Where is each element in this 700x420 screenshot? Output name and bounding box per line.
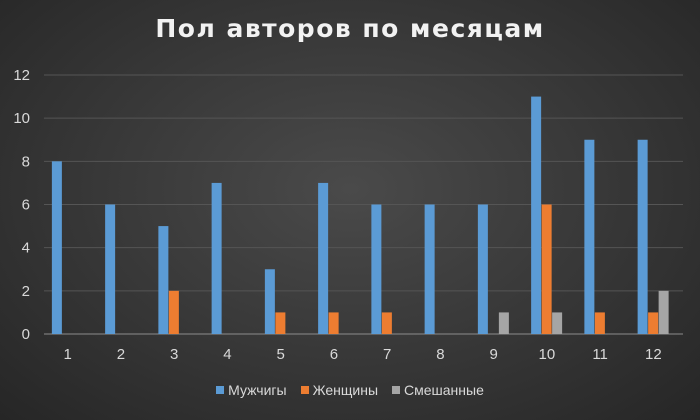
- bar-male: [318, 182, 329, 334]
- bar-male: [637, 139, 648, 334]
- bar-female: [168, 290, 179, 334]
- legend-swatch: [300, 386, 309, 394]
- legend-swatch: [392, 386, 400, 394]
- y-tick-label: 8: [22, 153, 30, 170]
- y-tick-label: 10: [13, 110, 30, 127]
- bar-male: [211, 182, 222, 334]
- legend-item: Смешанные: [392, 382, 484, 398]
- bar-female: [328, 312, 339, 334]
- x-tick-label: 11: [592, 346, 608, 363]
- bar-female: [594, 312, 605, 334]
- y-tick-label: 12: [13, 67, 30, 84]
- bar-female: [648, 312, 659, 334]
- x-tick-label: 5: [276, 346, 284, 363]
- bar-male: [477, 204, 488, 334]
- x-tick-label: 12: [645, 346, 662, 363]
- legend-item: Мужчигы: [216, 382, 287, 398]
- x-tick-label: 7: [383, 346, 391, 363]
- bar-male: [424, 204, 435, 334]
- legend-item: Женщины: [300, 382, 378, 398]
- bar-male: [531, 96, 542, 334]
- legend-swatch: [216, 386, 225, 394]
- bar-male: [105, 204, 116, 334]
- x-tick-label: 8: [436, 346, 444, 363]
- legend-label: Смешанные: [404, 382, 484, 398]
- x-tick-label: 6: [330, 346, 338, 363]
- x-tick-label: 3: [170, 346, 178, 363]
- y-tick-label: 6: [22, 197, 30, 214]
- bar-mixed: [552, 312, 563, 334]
- bar-female: [381, 312, 392, 334]
- x-tick-label: 1: [63, 346, 71, 363]
- x-tick-label: 4: [223, 346, 231, 363]
- legend-label: Женщины: [312, 382, 378, 398]
- y-tick-label: 2: [22, 283, 30, 300]
- legend-label: Мужчигы: [228, 382, 287, 398]
- x-tick-label: 10: [539, 346, 556, 363]
- chart-legend: Мужчигы Женщины Смешанные: [0, 382, 700, 398]
- bar-male: [264, 269, 275, 334]
- bar-female: [275, 312, 286, 334]
- x-tick-label: 2: [117, 346, 125, 363]
- bar-male: [584, 139, 595, 334]
- y-tick-label: 4: [22, 240, 30, 257]
- y-tick-label: 0: [22, 326, 30, 343]
- bar-male: [51, 161, 62, 334]
- bar-mixed: [498, 312, 509, 334]
- chart-title: Пол авторов по месяцам: [155, 14, 545, 43]
- bar-mixed: [658, 290, 669, 334]
- bar-male: [158, 226, 169, 334]
- bar-male: [371, 204, 382, 334]
- bar-female: [541, 204, 552, 334]
- x-tick-label: 9: [489, 346, 497, 363]
